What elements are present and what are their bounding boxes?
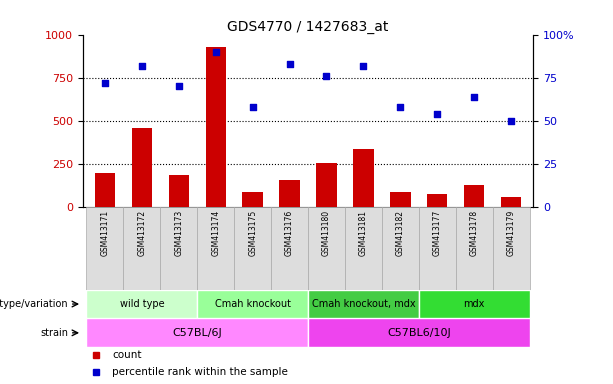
- Bar: [427, 194, 447, 207]
- Text: genotype/variation: genotype/variation: [0, 299, 68, 309]
- Point: [322, 73, 332, 79]
- Bar: [123, 207, 161, 290]
- Bar: [86, 207, 123, 290]
- Text: mdx: mdx: [463, 299, 485, 309]
- Point: [506, 118, 516, 124]
- Bar: [390, 192, 411, 207]
- Bar: [86, 318, 308, 347]
- Text: GSM413178: GSM413178: [470, 210, 479, 256]
- Text: count: count: [112, 351, 142, 361]
- Text: Cmah knockout, mdx: Cmah knockout, mdx: [311, 299, 415, 309]
- Bar: [280, 180, 300, 207]
- Bar: [316, 163, 337, 207]
- Bar: [169, 175, 189, 207]
- Bar: [86, 290, 197, 318]
- Point: [174, 83, 184, 89]
- Point: [432, 111, 442, 117]
- Text: GSM413174: GSM413174: [211, 210, 220, 256]
- Text: GSM413180: GSM413180: [322, 210, 331, 256]
- Bar: [308, 207, 345, 290]
- Text: GSM413177: GSM413177: [433, 210, 442, 256]
- Point: [211, 49, 221, 55]
- Bar: [501, 197, 521, 207]
- Text: Cmah knockout: Cmah knockout: [215, 299, 291, 309]
- Bar: [308, 290, 419, 318]
- Point: [137, 63, 147, 69]
- Text: GSM413175: GSM413175: [248, 210, 257, 256]
- Bar: [197, 290, 308, 318]
- Bar: [419, 207, 455, 290]
- Bar: [382, 207, 419, 290]
- Bar: [132, 128, 152, 207]
- Bar: [493, 207, 530, 290]
- Bar: [161, 207, 197, 290]
- Point: [395, 104, 405, 110]
- Text: GSM413172: GSM413172: [137, 210, 147, 256]
- Text: GSM413171: GSM413171: [101, 210, 109, 256]
- Point: [359, 63, 368, 69]
- Bar: [197, 207, 234, 290]
- Bar: [234, 207, 271, 290]
- Text: GSM413182: GSM413182: [396, 210, 405, 256]
- Point: [100, 80, 110, 86]
- Text: GSM413181: GSM413181: [359, 210, 368, 256]
- Bar: [243, 192, 263, 207]
- Bar: [95, 173, 115, 207]
- Text: C57BL/6J: C57BL/6J: [172, 328, 222, 338]
- Text: GSM413173: GSM413173: [174, 210, 183, 256]
- Bar: [353, 149, 373, 207]
- Bar: [308, 318, 530, 347]
- Bar: [455, 207, 493, 290]
- Bar: [345, 207, 382, 290]
- Title: GDS4770 / 1427683_at: GDS4770 / 1427683_at: [227, 20, 389, 33]
- Text: percentile rank within the sample: percentile rank within the sample: [112, 367, 288, 377]
- Bar: [205, 47, 226, 207]
- Bar: [271, 207, 308, 290]
- Point: [284, 61, 294, 67]
- Bar: [419, 290, 530, 318]
- Text: GSM413176: GSM413176: [285, 210, 294, 256]
- Text: GSM413179: GSM413179: [507, 210, 516, 256]
- Text: wild type: wild type: [120, 299, 164, 309]
- Point: [248, 104, 257, 110]
- Text: strain: strain: [40, 328, 68, 338]
- Text: C57BL6/10J: C57BL6/10J: [387, 328, 451, 338]
- Point: [470, 94, 479, 100]
- Bar: [464, 185, 484, 207]
